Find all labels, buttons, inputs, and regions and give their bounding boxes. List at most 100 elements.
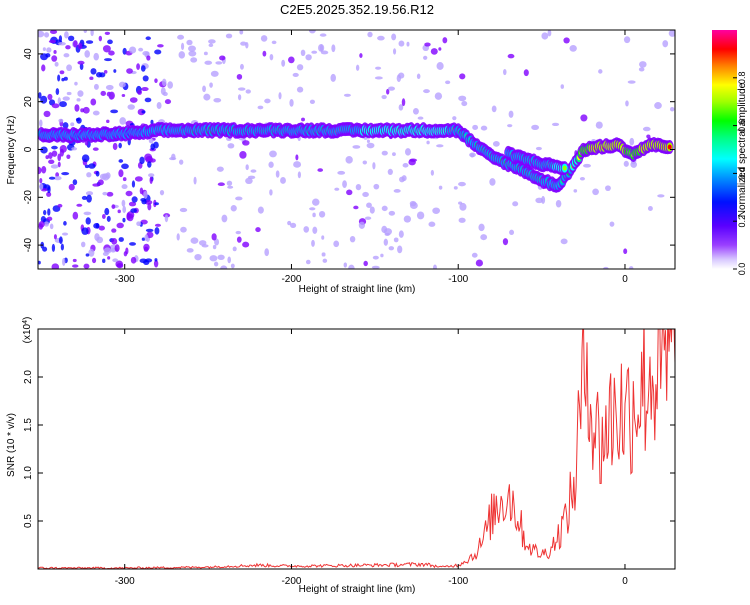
noise-speck bbox=[383, 228, 392, 236]
noise-speck bbox=[154, 223, 161, 227]
noise-speck bbox=[358, 168, 367, 177]
noise-speck bbox=[512, 201, 519, 207]
noise-speck bbox=[221, 214, 228, 223]
noise-speck bbox=[318, 210, 326, 218]
spectrogram-ytick-label: -40 bbox=[23, 237, 34, 252]
noise-speck bbox=[103, 247, 112, 254]
noise-speck bbox=[398, 40, 405, 47]
spectrogram-xtick-label: -100 bbox=[448, 274, 468, 285]
noise-speck bbox=[321, 252, 326, 257]
noise-speck bbox=[46, 47, 52, 53]
noise-speck bbox=[642, 126, 651, 132]
noise-speck bbox=[164, 214, 169, 223]
noise-speck bbox=[81, 154, 90, 163]
snr-ytick-label: 1.5 bbox=[23, 418, 34, 432]
noise-speck bbox=[148, 138, 154, 144]
noise-speck bbox=[76, 117, 82, 124]
noise-speck bbox=[104, 31, 111, 36]
noise-speck bbox=[95, 72, 103, 78]
noise-speck bbox=[216, 166, 224, 172]
noise-speck bbox=[296, 86, 304, 93]
noise-speck bbox=[412, 108, 419, 115]
noise-speck bbox=[321, 235, 325, 240]
snr-frame bbox=[37, 328, 676, 570]
snr-multiplier: (x104) bbox=[22, 317, 34, 344]
noise-speck bbox=[102, 173, 110, 181]
noise-speck bbox=[296, 64, 304, 71]
noise-speck bbox=[167, 81, 174, 89]
noise-speck bbox=[42, 47, 46, 52]
noise-speck bbox=[136, 63, 140, 70]
noise-speck bbox=[595, 121, 603, 129]
noise-speck bbox=[358, 221, 366, 229]
noise-speck bbox=[141, 110, 146, 114]
snr-xtick-label: 0 bbox=[622, 576, 628, 587]
noise-speck bbox=[236, 236, 242, 243]
noise-speck bbox=[269, 189, 273, 196]
noise-speck bbox=[334, 187, 340, 191]
noise-speck bbox=[489, 178, 496, 186]
noise-speck bbox=[623, 160, 629, 167]
noise-speck bbox=[141, 86, 149, 92]
snr-multiplier-close: ) bbox=[22, 317, 33, 320]
noise-speck bbox=[180, 226, 187, 233]
noise-speck bbox=[106, 119, 110, 123]
noise-speck bbox=[311, 50, 318, 54]
noise-speck bbox=[458, 181, 466, 187]
noise-speck bbox=[346, 189, 353, 196]
noise-speck bbox=[194, 253, 202, 261]
noise-speck bbox=[76, 98, 81, 102]
noise-speck bbox=[43, 110, 51, 118]
noise-speck bbox=[38, 220, 45, 228]
noise-speck bbox=[366, 142, 375, 149]
noise-speck bbox=[84, 140, 89, 146]
colorbar-tick-label: 0.2 bbox=[737, 215, 747, 228]
noise-speck bbox=[144, 234, 149, 242]
noise-speck bbox=[250, 169, 257, 173]
noise-speck bbox=[41, 166, 47, 174]
spectrogram-ytick-label: 40 bbox=[23, 48, 34, 60]
noise-speck bbox=[70, 122, 75, 127]
noise-speck bbox=[657, 194, 665, 198]
noise-speck bbox=[40, 146, 48, 154]
noise-speck bbox=[97, 179, 104, 186]
noise-speck bbox=[186, 39, 193, 46]
noise-speck bbox=[67, 35, 75, 42]
noise-speck bbox=[137, 89, 142, 95]
noise-speck bbox=[126, 211, 135, 219]
noise-speck bbox=[647, 206, 653, 211]
noise-speck bbox=[140, 65, 146, 72]
noise-speck bbox=[50, 164, 59, 169]
noise-speck bbox=[66, 64, 73, 72]
noise-speck bbox=[129, 97, 138, 103]
noise-speck bbox=[492, 141, 500, 147]
noise-speck bbox=[95, 170, 100, 177]
noise-speck bbox=[255, 227, 261, 233]
noise-speck bbox=[63, 221, 67, 226]
noise-speck bbox=[128, 201, 137, 207]
noise-speck bbox=[103, 70, 108, 74]
noise-speck bbox=[535, 197, 544, 204]
noise-speck bbox=[107, 256, 111, 260]
noise-speck bbox=[61, 232, 69, 236]
noise-speck bbox=[362, 160, 368, 165]
noise-speck bbox=[71, 147, 78, 151]
noise-speck bbox=[404, 148, 411, 156]
noise-speck bbox=[164, 99, 172, 105]
noise-speck bbox=[396, 74, 402, 82]
noise-speck bbox=[392, 152, 396, 157]
noise-speck bbox=[176, 233, 180, 241]
noise-speck bbox=[508, 110, 514, 118]
noise-speck bbox=[453, 186, 458, 190]
noise-speck bbox=[212, 244, 217, 250]
noise-speck bbox=[118, 159, 124, 163]
noise-speck bbox=[74, 81, 78, 86]
spectrogram-ylabel: Frequency (Hz) bbox=[6, 116, 17, 185]
noise-speck bbox=[240, 41, 247, 46]
noise-speck bbox=[401, 98, 406, 107]
noise-speck bbox=[592, 188, 599, 196]
noise-speck bbox=[53, 234, 57, 240]
noise-speck bbox=[438, 185, 443, 190]
noise-speck bbox=[43, 209, 47, 216]
